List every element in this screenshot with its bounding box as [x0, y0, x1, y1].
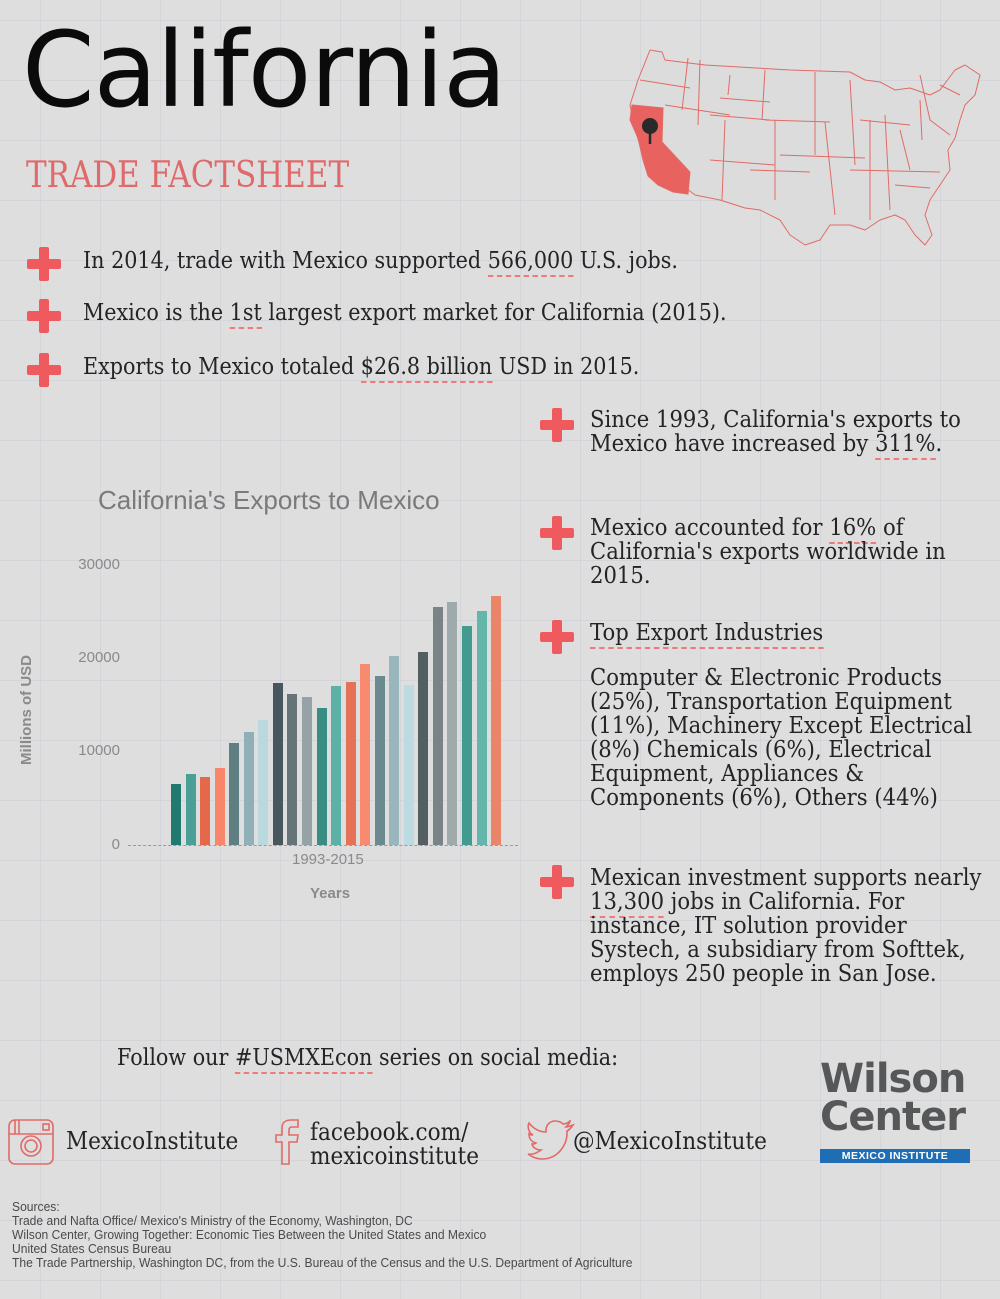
follow-text: Follow our #USMXEcon series on social me… [117, 1045, 618, 1074]
plus-icon [540, 408, 574, 442]
wilson-center-logo: Wilson Center [820, 1056, 966, 1140]
chart-baseline [128, 845, 518, 846]
highlight-total: $26.8 billion [360, 354, 493, 383]
y-tick: 0 [111, 836, 120, 853]
bar-2012 [447, 602, 458, 845]
bar-2003 [316, 708, 327, 845]
bar-2013 [462, 625, 472, 845]
y-axis-label: Millions of USD [18, 655, 35, 765]
highlight-share: 16% [829, 515, 877, 544]
instagram-icon[interactable] [7, 1118, 55, 1166]
bar-2006 [360, 663, 371, 845]
plus-icon [27, 247, 61, 281]
bar-2009 [403, 685, 414, 845]
fact-investment: Mexican investment supports nearly 13,30… [590, 865, 982, 987]
page-subtitle: TRADE FACTSHEET [26, 155, 350, 196]
bar-1997 [229, 742, 240, 845]
bar-2000 [272, 683, 283, 845]
bar-1995 [200, 777, 211, 845]
x-tick: 1993-2015 [292, 851, 364, 868]
plus-icon [540, 865, 574, 899]
us-map-icon [629, 49, 981, 246]
bar-2014 [476, 610, 487, 845]
x-axis-label: Years [310, 885, 351, 902]
plus-icon [27, 299, 61, 333]
bar-1994 [185, 774, 196, 845]
source-item: United States Census Bureau [12, 1241, 172, 1256]
chart-title: California's Exports to Mexico [98, 485, 440, 515]
bar-2002 [301, 697, 312, 845]
fact-exports-total: Exports to Mexico totaled $26.8 billion … [83, 354, 639, 383]
bar-2011 [432, 606, 443, 845]
bar-2001 [287, 694, 298, 845]
sources: Sources: Trade and Nafta Office/ Mexico'… [12, 1199, 633, 1270]
bar-2004 [331, 685, 342, 845]
highlight-jobs: 566,000 [487, 248, 574, 277]
twitter-handle[interactable]: @MexicoInstitute [573, 1127, 767, 1155]
bar-1999 [258, 720, 269, 845]
source-item: The Trade Partnership, Washington DC, fr… [12, 1255, 633, 1270]
facebook-link[interactable]: facebook.com/ mexicoinstitute [310, 1118, 480, 1170]
fact-export-market: Mexico is the 1st largest export market … [83, 300, 727, 329]
highlight-investment: 13,300 [590, 889, 665, 918]
bar-2008 [389, 656, 400, 845]
bar-2010 [418, 651, 429, 845]
plus-icon [540, 516, 574, 550]
twitter-icon[interactable] [527, 1120, 575, 1162]
fact-jobs: In 2014, trade with Mexico supported 566… [83, 248, 678, 277]
y-tick: 20000 [78, 649, 120, 666]
bar-1996 [214, 767, 225, 845]
plus-icon [27, 353, 61, 387]
map-pin-icon [642, 118, 658, 144]
highlight-rank: 1st [229, 300, 262, 329]
y-tick: 10000 [78, 742, 120, 759]
source-item: Wilson Center, Growing Together: Economi… [12, 1227, 487, 1242]
bar-1998 [243, 732, 254, 845]
page-title: California [22, 9, 507, 131]
industries-list: Computer & Electronic Products (25%), Tr… [590, 665, 973, 811]
facebook-icon[interactable] [273, 1118, 301, 1166]
hashtag-link[interactable]: #USMXEcon [234, 1045, 373, 1074]
industries-heading: Top Export Industries [590, 620, 986, 649]
fact-increase: Since 1993, California's exports to Mexi… [590, 408, 986, 460]
bar-2015 [491, 595, 502, 845]
source-item: Trade and Nafta Office/ Mexico's Ministr… [12, 1213, 413, 1228]
fact-share: Mexico accounted for 16% of California's… [590, 515, 946, 589]
bar-2007 [374, 675, 385, 845]
y-tick: 30000 [78, 556, 120, 573]
mexico-institute-tagline: MEXICO INSTITUTE [820, 1149, 970, 1163]
highlight-increase: 311% [875, 431, 936, 460]
bar-1993 [171, 783, 181, 845]
bar-2005 [345, 682, 356, 845]
instagram-handle[interactable]: MexicoInstitute [66, 1127, 239, 1155]
plus-icon [540, 620, 574, 654]
